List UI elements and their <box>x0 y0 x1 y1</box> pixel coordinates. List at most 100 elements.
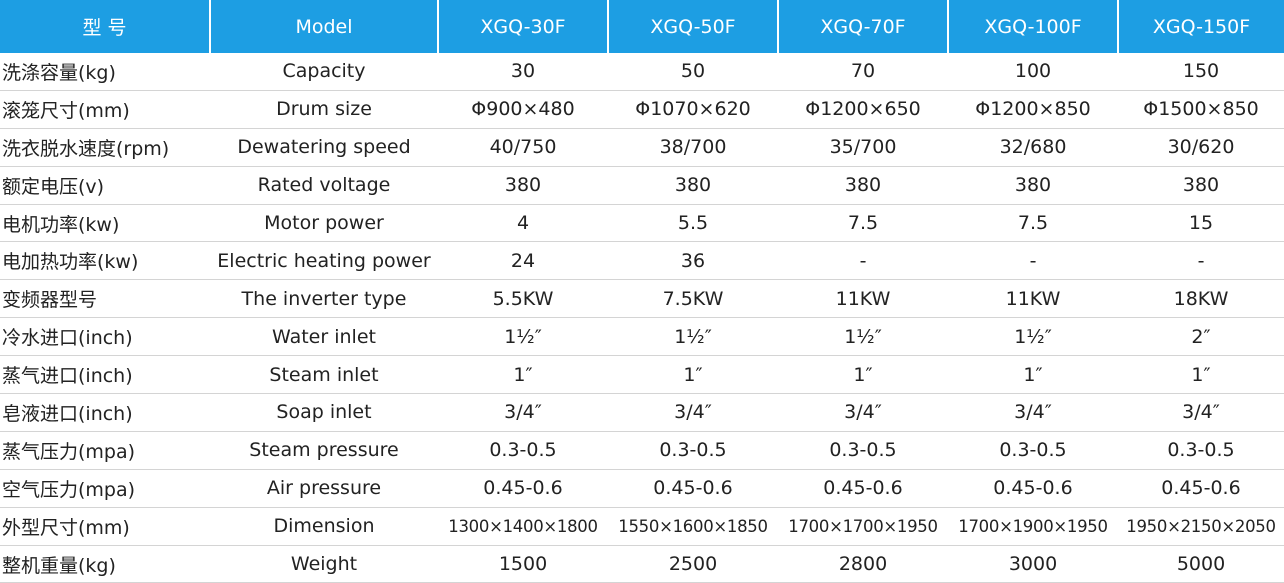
value-cell: 0.3-0.5 <box>608 431 778 470</box>
value-cell: 2500 <box>608 545 778 583</box>
row-label-zh: 蒸气压力(mpa) <box>0 431 210 470</box>
value-cell: 11KW <box>778 279 948 319</box>
row-label-en: Air pressure <box>210 469 438 508</box>
value-cell: 1300×1400×1800 <box>438 507 608 546</box>
value-cell: 15 <box>1118 204 1284 243</box>
value-cell: 2800 <box>778 545 948 583</box>
value-cell: 70 <box>778 53 948 91</box>
row-label-en: Motor power <box>210 204 438 243</box>
value-cell: 0.45-0.6 <box>948 469 1118 508</box>
table-row: 电加热功率(kw) Electric heating power 24 36- - - <box>0 241 1284 281</box>
header-cell-xgq-150f: XGQ-150F <box>1117 0 1284 53</box>
row-label-en: Steam inlet <box>210 355 438 395</box>
row-label-zh: 外型尺寸(mm) <box>0 507 210 546</box>
value-cell: 3/4″ <box>1118 393 1284 432</box>
row-label-en: Capacity <box>210 53 438 91</box>
header-cell-xgq-70f: XGQ-70F <box>777 0 948 53</box>
row-label-zh: 蒸气进口(inch) <box>0 355 210 395</box>
value-cell: 7.5 <box>948 204 1118 243</box>
row-label-zh: 皂液进口(inch) <box>0 393 210 432</box>
value-cell: 7.5KW <box>608 279 778 319</box>
row-label-en: The inverter type <box>210 279 438 319</box>
value-cell: 1½″ <box>608 317 778 357</box>
value-cell: 36 <box>608 241 778 281</box>
row-label-en: Weight <box>210 545 438 583</box>
value-cell: 3/4″ <box>438 393 608 432</box>
value-cell: Φ1500×850 <box>1118 90 1284 129</box>
table-row: 滚笼尺寸(mm) Drum size Φ900×480 Φ1070×620 Φ1200×… <box>0 90 1284 129</box>
value-cell: 30 <box>438 53 608 91</box>
value-cell: 5000 <box>1118 545 1284 583</box>
row-label-en: Rated voltage <box>210 166 438 205</box>
row-label-en: Drum size <box>210 90 438 129</box>
value-cell: 11KW <box>948 279 1118 319</box>
value-cell: 1950×2150×2050 <box>1118 507 1284 546</box>
value-cell: 2″ <box>1118 317 1284 357</box>
value-cell: 0.45-0.6 <box>438 469 608 508</box>
spec-table-header: 型 号 Model XGQ-30F XGQ-50F XGQ-70F XGQ-10… <box>0 0 1284 53</box>
value-cell: 24 <box>438 241 608 281</box>
value-cell: 380 <box>1118 166 1284 205</box>
header-cell-xgq-100f: XGQ-100F <box>947 0 1118 53</box>
value-cell: 380 <box>778 166 948 205</box>
header-cell-zh: 型 号 <box>0 0 210 53</box>
value-cell: 18KW <box>1118 279 1284 319</box>
value-cell: 1700×1900×1950 <box>948 507 1118 546</box>
value-cell: 1700×1700×1950 <box>778 507 948 546</box>
spec-table-body: 洗涤容量(kg) Capacity 30 50 70 100 150 滚笼尺寸(mm) Drum… <box>0 53 1284 583</box>
header-row: 型 号 Model XGQ-30F XGQ-50F XGQ-70F XGQ-10… <box>0 0 1284 53</box>
value-cell: 100 <box>948 53 1118 91</box>
value-cell: 4 <box>438 204 608 243</box>
row-label-zh: 洗衣脱水速度(rpm) <box>0 128 210 167</box>
value-cell: 1550×1600×1850 <box>608 507 778 546</box>
value-cell: 38/700 <box>608 128 778 167</box>
value-cell: 1″ <box>1118 355 1284 395</box>
header-cell-xgq-30f: XGQ-30F <box>437 0 608 53</box>
row-label-en: Soap inlet <box>210 393 438 432</box>
table-row: 蒸气压力(mpa) Steam pressure 0.3-0.5 0.3-0.5 0.3… <box>0 431 1284 470</box>
value-cell: 3/4″ <box>608 393 778 432</box>
value-cell: 0.3-0.5 <box>1118 431 1284 470</box>
row-label-zh: 变频器型号 <box>0 279 210 319</box>
value-cell: 3/4″ <box>778 393 948 432</box>
value-cell: 1″ <box>778 355 948 395</box>
value-cell: 1½″ <box>778 317 948 357</box>
table-row: 蒸气进口(inch) Steam inlet 1″ 1″ 1″ 1″ 1″ <box>0 355 1284 395</box>
table-row: 变频器型号 The inverter type 5.5KW 7.5KW 11KW 11KW… <box>0 279 1284 319</box>
row-label-en: Steam pressure <box>210 431 438 470</box>
row-label-zh: 额定电压(v) <box>0 166 210 205</box>
value-cell: 0.45-0.6 <box>1118 469 1284 508</box>
table-row: 整机重量(kg) Weight 1500 2500 2800 3000 5000 <box>0 545 1284 583</box>
row-label-zh: 电机功率(kw) <box>0 204 210 243</box>
row-label-zh: 电加热功率(kw) <box>0 241 210 281</box>
value-cell: 40/750 <box>438 128 608 167</box>
value-cell: Φ1200×650 <box>778 90 948 129</box>
value-cell: 0.3-0.5 <box>778 431 948 470</box>
table-row: 空气压力(mpa) Air pressure 0.45-0.6 0.45-0.6 0.4… <box>0 469 1284 508</box>
value-cell: 1½″ <box>948 317 1118 357</box>
value-cell: 35/700 <box>778 128 948 167</box>
value-cell: 0.45-0.6 <box>778 469 948 508</box>
value-cell: 0.45-0.6 <box>608 469 778 508</box>
value-cell: 1½″ <box>438 317 608 357</box>
header-cell-xgq-50f: XGQ-50F <box>607 0 778 53</box>
value-cell: 50 <box>608 53 778 91</box>
table-row: 洗涤容量(kg) Capacity 30 50 70 100 150 <box>0 53 1284 91</box>
value-cell: 3000 <box>948 545 1118 583</box>
row-label-en: Water inlet <box>210 317 438 357</box>
row-label-zh: 冷水进口(inch) <box>0 317 210 357</box>
value-cell: 1500 <box>438 545 608 583</box>
row-label-zh: 滚笼尺寸(mm) <box>0 90 210 129</box>
value-cell: Φ1200×850 <box>948 90 1118 129</box>
value-cell: 0.3-0.5 <box>948 431 1118 470</box>
value-cell: - <box>1118 241 1284 281</box>
value-cell: 1″ <box>438 355 608 395</box>
table-row: 外型尺寸(mm) Dimension 1300×1400×1800 1550×1600… <box>0 507 1284 546</box>
header-cell-model: Model <box>209 0 438 53</box>
row-label-zh: 空气压力(mpa) <box>0 469 210 508</box>
value-cell: 30/620 <box>1118 128 1284 167</box>
value-cell: 5.5 <box>608 204 778 243</box>
table-row: 电机功率(kw) Motor power 4 5.5 7.5 7.5 15 <box>0 204 1284 243</box>
table-row: 洗衣脱水速度(rpm) Dewatering speed 40/750 38/700 3… <box>0 128 1284 167</box>
